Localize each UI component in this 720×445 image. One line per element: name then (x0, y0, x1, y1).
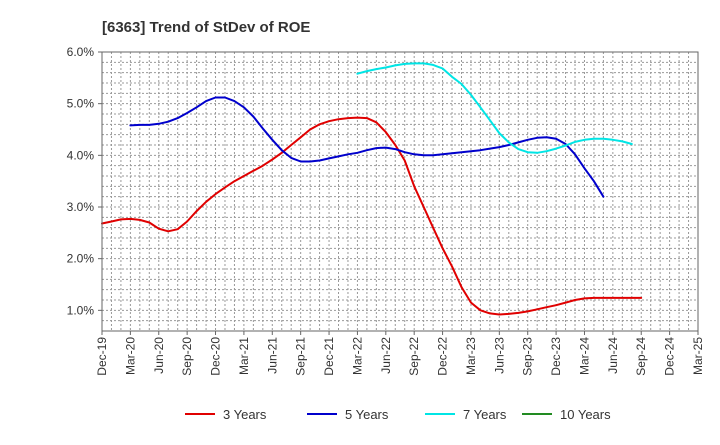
x-tick-label: Dec-23 (549, 337, 563, 376)
x-tick-label: Sep-21 (294, 337, 308, 376)
series-line-7-years (356, 62, 633, 154)
x-tick-label: Jun-24 (606, 337, 620, 374)
series-lines (101, 62, 643, 316)
x-tick-label: Dec-22 (436, 337, 450, 376)
series-line-5-years (129, 96, 605, 198)
x-axis-ticks: Dec-19 Mar-20 Jun-20 Sep-20 Dec-20 Mar-21 Jun-… (95, 331, 705, 376)
x-tick-label: Mar-20 (123, 337, 137, 375)
x-tick-label: Mar-23 (464, 337, 478, 375)
x-tick-label: Mar-25 (691, 337, 705, 375)
x-tick-label: Sep-22 (407, 337, 421, 376)
y-axis-ticks: 1.0% 2.0% 3.0% 4.0% 5.0% 6.0% (67, 45, 102, 317)
x-tick-label: Sep-24 (634, 337, 648, 376)
grid (102, 52, 698, 331)
x-tick-label: Dec-24 (663, 337, 677, 376)
x-tick-label: Sep-20 (180, 337, 194, 376)
x-tick-label: Mar-22 (350, 337, 364, 375)
x-tick-label: Jun-23 (492, 337, 506, 374)
x-tick-label: Jun-20 (152, 337, 166, 374)
x-tick-label: Jun-22 (379, 337, 393, 374)
y-tick-label: 5.0% (67, 97, 95, 111)
x-tick-label: Mar-24 (577, 337, 591, 375)
legend-label: 10 Years (560, 407, 611, 422)
legend-label: 7 Years (463, 407, 507, 422)
x-tick-label: Mar-21 (237, 337, 251, 375)
legend-label: 5 Years (345, 407, 389, 422)
y-tick-label: 3.0% (67, 200, 95, 214)
y-tick-label: 6.0% (67, 45, 95, 59)
chart-title: [6363] Trend of StDev of ROE (102, 19, 310, 36)
plot-frame (101, 51, 699, 332)
x-tick-label: Sep-23 (521, 337, 535, 376)
y-tick-label: 1.0% (67, 303, 95, 317)
x-tick-label: Jun-21 (265, 337, 279, 374)
legend-label: 3 Years (223, 407, 267, 422)
x-tick-label: Dec-21 (322, 337, 336, 376)
x-tick-label: Dec-19 (95, 337, 109, 376)
series-line-3-years (101, 116, 643, 316)
y-tick-label: 4.0% (67, 148, 95, 162)
y-tick-label: 2.0% (67, 252, 95, 266)
legend: 3 Years 5 Years 7 Years 10 Years (185, 407, 611, 422)
x-tick-label: Dec-20 (209, 337, 223, 376)
